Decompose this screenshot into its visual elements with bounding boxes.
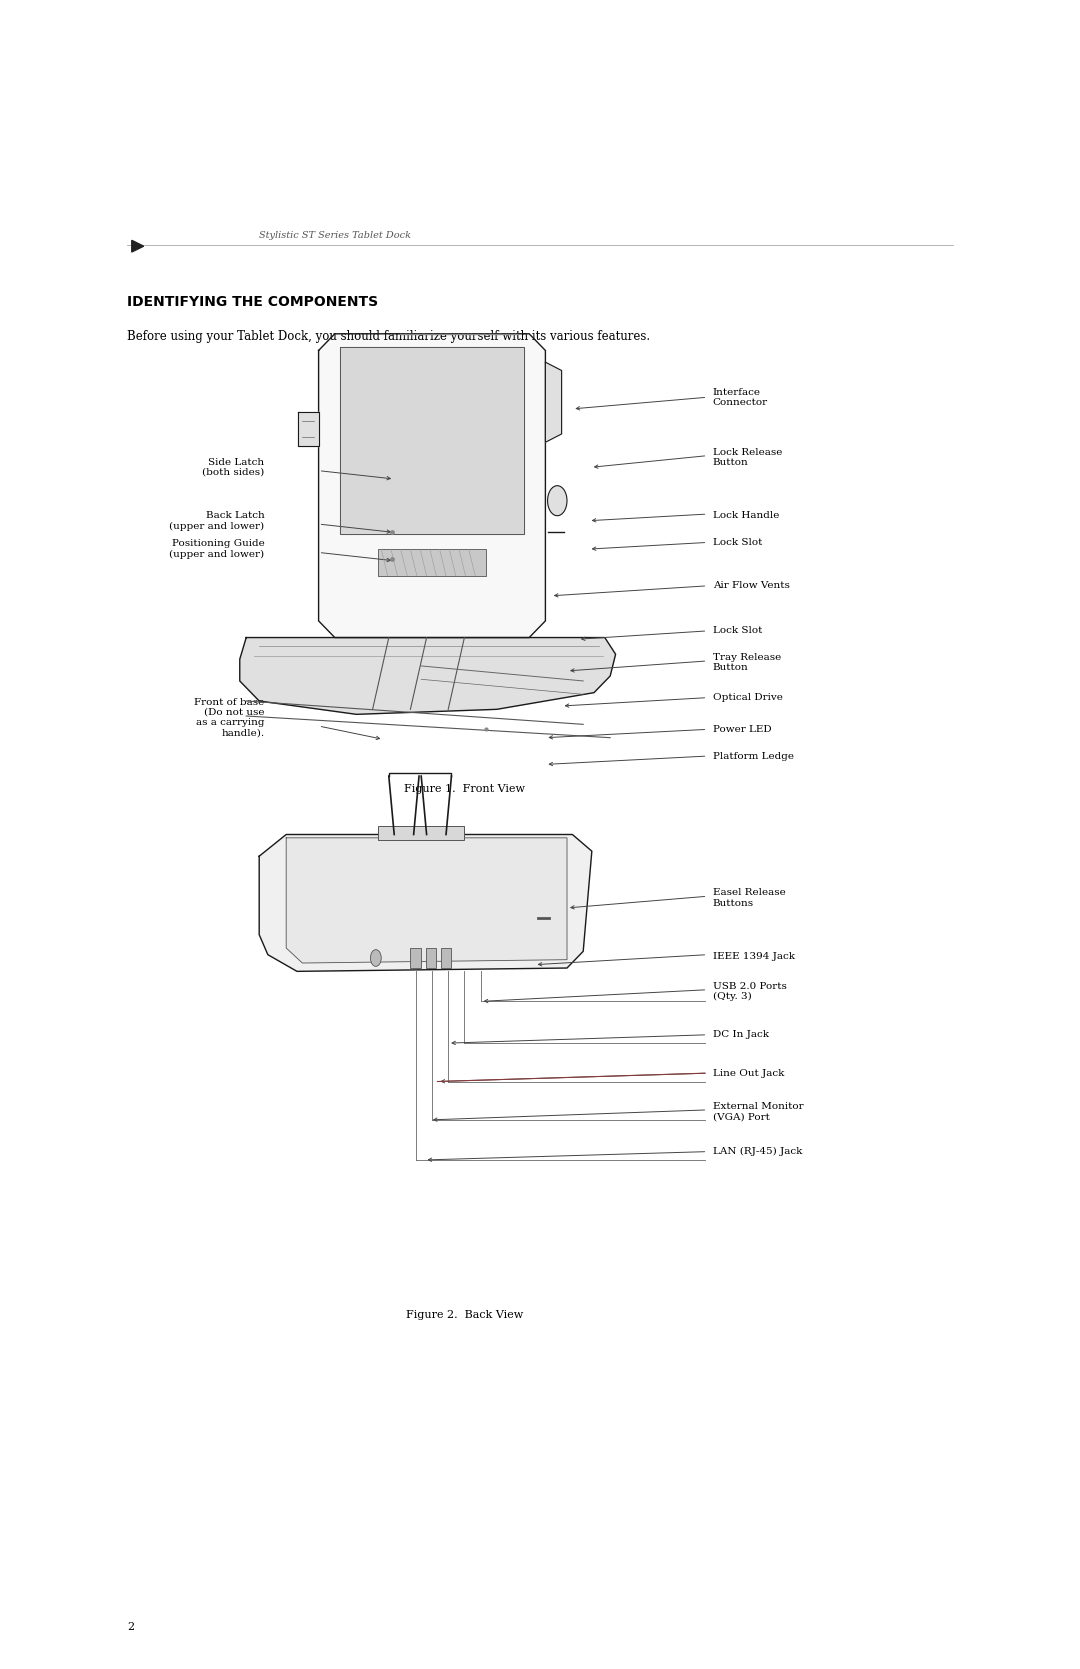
- Bar: [410, 948, 421, 968]
- Text: Tray Release
Button: Tray Release Button: [713, 653, 781, 673]
- Text: Front of base
(Do not use
as a carrying
handle).: Front of base (Do not use as a carrying …: [194, 698, 265, 738]
- Polygon shape: [286, 838, 567, 963]
- Text: Optical Drive: Optical Drive: [713, 693, 783, 703]
- Text: Lock Slot: Lock Slot: [713, 537, 762, 547]
- Circle shape: [370, 950, 381, 966]
- Text: Lock Slot: Lock Slot: [713, 626, 762, 636]
- Text: External Monitor
(VGA) Port: External Monitor (VGA) Port: [713, 1102, 804, 1122]
- Text: Before using your Tablet Dock, you should familiarize yourself with its various : Before using your Tablet Dock, you shoul…: [127, 330, 650, 344]
- Text: USB 2.0 Ports
(Qty. 3): USB 2.0 Ports (Qty. 3): [713, 981, 786, 1001]
- Text: Figure 1.  Front View: Figure 1. Front View: [404, 784, 525, 794]
- Polygon shape: [545, 362, 562, 442]
- Text: LAN (RJ-45) Jack: LAN (RJ-45) Jack: [713, 1147, 802, 1157]
- Text: Lock Release
Button: Lock Release Button: [713, 447, 782, 467]
- Text: Side Latch
(both sides): Side Latch (both sides): [202, 457, 265, 477]
- Text: Air Flow Vents: Air Flow Vents: [713, 581, 789, 591]
- Text: IEEE 1394 Jack: IEEE 1394 Jack: [713, 951, 795, 961]
- Text: Easel Release
Buttons: Easel Release Buttons: [713, 888, 785, 908]
- Polygon shape: [340, 347, 524, 534]
- Text: IDENTIFYING THE COMPONENTS: IDENTIFYING THE COMPONENTS: [127, 295, 379, 309]
- Bar: [426, 948, 436, 968]
- Text: Back Latch
(upper and lower): Back Latch (upper and lower): [170, 511, 265, 531]
- Text: Lock Handle: Lock Handle: [713, 511, 779, 521]
- Text: Line Out Jack: Line Out Jack: [713, 1068, 784, 1078]
- Text: DC In Jack: DC In Jack: [713, 1030, 769, 1040]
- Polygon shape: [259, 834, 592, 971]
- Bar: [378, 549, 486, 576]
- Text: Platform Ledge: Platform Ledge: [713, 751, 794, 761]
- Bar: [378, 826, 464, 840]
- Polygon shape: [319, 334, 545, 638]
- Bar: [441, 948, 451, 968]
- Text: Positioning Guide
(upper and lower): Positioning Guide (upper and lower): [170, 539, 265, 559]
- Text: Interface
Connector: Interface Connector: [713, 387, 768, 407]
- Polygon shape: [240, 638, 616, 714]
- Text: Stylistic ST Series Tablet Dock: Stylistic ST Series Tablet Dock: [259, 232, 411, 240]
- Text: 2: 2: [127, 1622, 135, 1632]
- Text: Figure 2.  Back View: Figure 2. Back View: [406, 1310, 523, 1320]
- Circle shape: [548, 486, 567, 516]
- Polygon shape: [298, 412, 319, 446]
- Polygon shape: [132, 240, 144, 252]
- Text: Power LED: Power LED: [713, 724, 771, 734]
